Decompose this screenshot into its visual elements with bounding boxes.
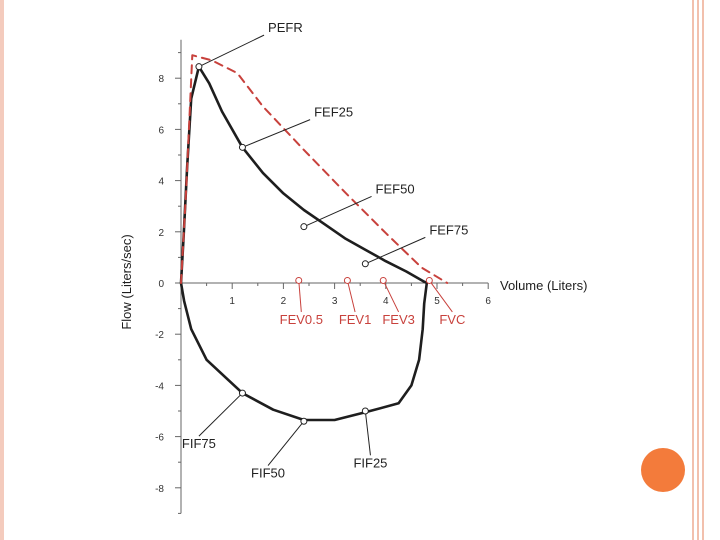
fif75-label: FIF75 (182, 436, 216, 451)
fef50-point (300, 223, 308, 231)
pefr-point (195, 63, 203, 71)
fif75-leader (198, 392, 243, 437)
x-tick-label: 2 (281, 296, 287, 307)
x-tick-label: 5 (434, 296, 440, 307)
fef75-leader (365, 236, 426, 265)
fvc-point (425, 276, 433, 284)
fef75-label: FEF75 (429, 222, 468, 237)
y-tick-label: 4 (158, 177, 164, 188)
fev0-5-leader (298, 280, 302, 313)
fev1-point (343, 276, 351, 284)
decorative-dot (641, 448, 685, 492)
fef25-point (238, 143, 246, 151)
fev0-5-label: FEV0.5 (280, 312, 323, 327)
decorative-border (692, 0, 706, 540)
axes: 8 6 4 2 0 -2 -4 -6 -8 1 2 3 4 5 6 (155, 39, 491, 514)
y-axis-label: Flow (Liters/sec) (119, 234, 134, 329)
fif75-point (238, 389, 246, 397)
x-tick-label: 4 (383, 296, 389, 307)
pefr-label: PEFR (268, 20, 303, 35)
pefr-leader (198, 34, 265, 68)
series-group (179, 54, 449, 422)
fvc-leader (428, 280, 453, 313)
fif50-leader (267, 420, 305, 466)
y-tick-label: 2 (158, 228, 164, 239)
x-tick-label: 1 (229, 296, 235, 307)
fvc-label: FVC (439, 312, 465, 327)
fev3-point (379, 276, 387, 284)
fef50-leader (303, 195, 372, 228)
y-tick-label: -8 (155, 484, 164, 495)
y-tick-label: 0 (158, 279, 164, 290)
fev1-label: FEV1 (339, 312, 372, 327)
fef25-label: FEF25 (314, 105, 353, 120)
fif50-point (300, 417, 308, 425)
fif25-point (361, 407, 369, 415)
fif50-label: FIF50 (251, 466, 285, 481)
x-axis-label: Volume (Liters) (500, 278, 587, 293)
fev3-leader (382, 280, 400, 313)
y-tick-label: -6 (155, 433, 164, 444)
fef75-point (361, 260, 369, 268)
x-tick-label: 6 (485, 296, 491, 307)
y-tick-label: 8 (158, 74, 164, 85)
predicted-curve (180, 54, 449, 284)
fif25-label: FIF25 (353, 455, 387, 470)
fev3-label: FEV3 (382, 312, 415, 327)
y-tick-label: -2 (155, 330, 164, 341)
x-tick-label: 3 (332, 296, 338, 307)
fif25-leader (364, 410, 371, 456)
fef50-label: FEF50 (376, 181, 415, 196)
flow-volume-loop (179, 65, 429, 422)
markers-group: PEFR FEF25 FEF50 FEF75 FIF75 FIF50 FIF25 FEV0.5… (182, 20, 468, 480)
fef25-leader (242, 119, 311, 148)
y-tick-label: -4 (155, 381, 164, 392)
fev1-leader (346, 280, 356, 313)
fev0-5-point (295, 276, 303, 284)
y-tick-label: 6 (158, 125, 164, 136)
